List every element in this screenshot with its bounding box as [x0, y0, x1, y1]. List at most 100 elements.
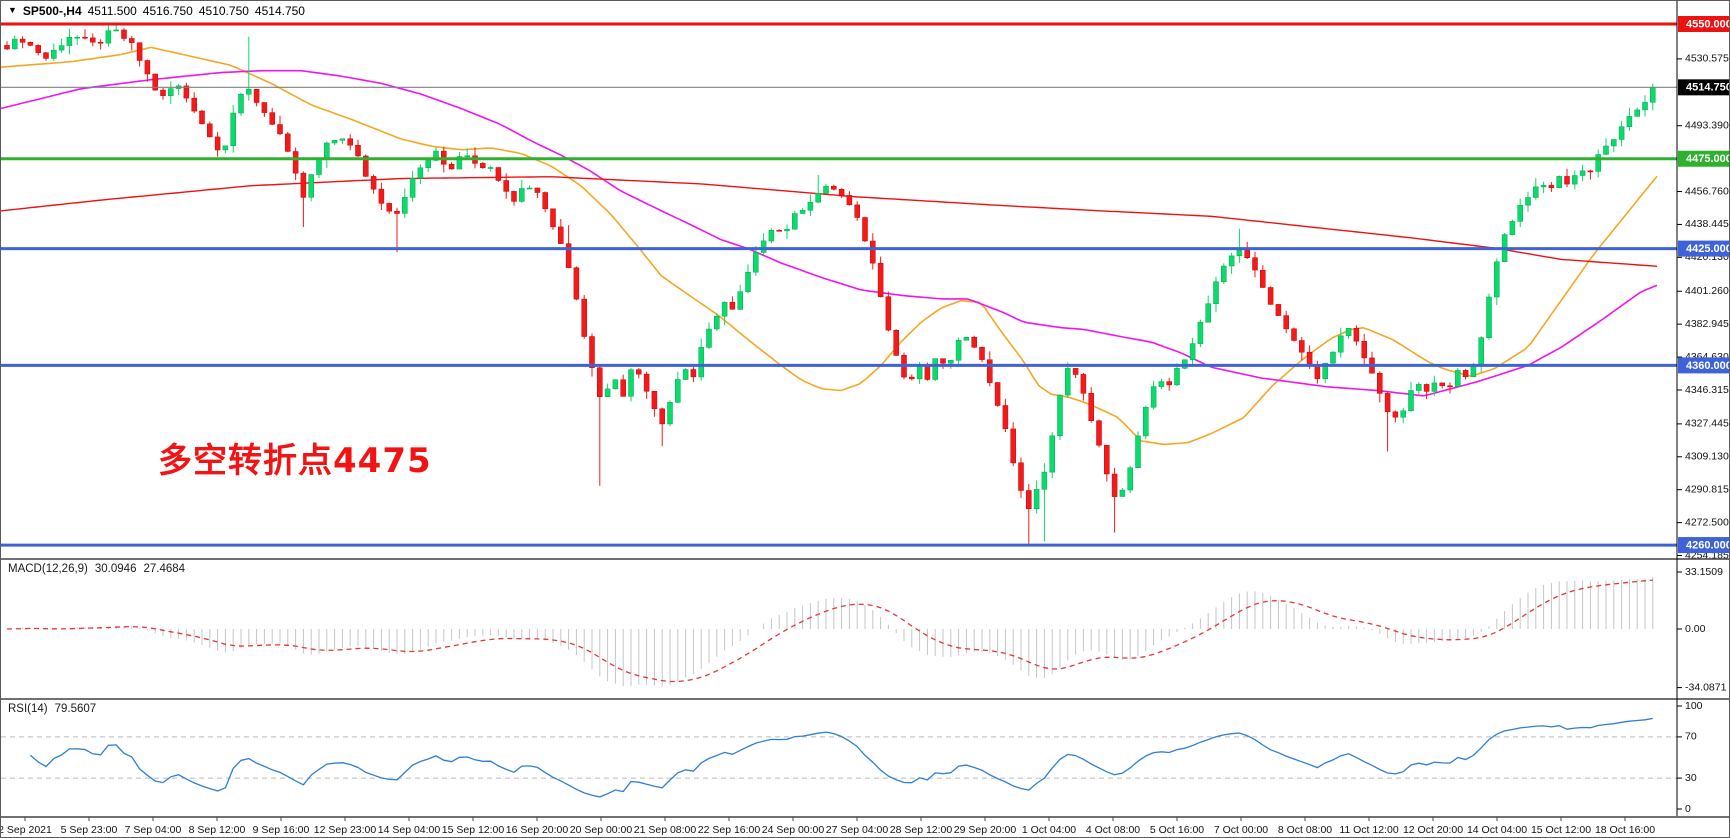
date-axis-label: 14 Sep 04:00 — [378, 824, 441, 836]
candle-bullish — [238, 93, 244, 114]
candle-bearish — [1564, 176, 1570, 185]
candle-bearish — [129, 38, 135, 43]
candle-bullish — [1065, 368, 1071, 396]
candle-bearish — [136, 42, 143, 61]
candle-bearish — [987, 359, 993, 383]
date-axis-label: 11 Oct 12:00 — [1339, 824, 1399, 836]
candle-bearish — [1291, 328, 1297, 341]
date-axis-label: 15 Sep 12:00 — [442, 824, 505, 836]
candle-bearish — [199, 110, 205, 125]
candle-bearish — [43, 52, 49, 59]
price-annotation-text: 多空转折点4475 — [158, 441, 432, 481]
candle-bullish — [612, 379, 619, 390]
ohlc-low: 4510.750 — [198, 4, 249, 18]
candle-bearish — [261, 102, 268, 113]
ma-slow-red — [1, 176, 1658, 267]
support-4260-badge — [1678, 537, 1729, 554]
candle-bearish — [82, 36, 88, 39]
candle-bullish — [1158, 381, 1165, 387]
candle-bullish — [604, 388, 611, 397]
candle-bullish — [168, 88, 174, 97]
support-4260-badge-label: 4260.000 — [1686, 539, 1730, 551]
candle-bullish — [932, 358, 938, 380]
candle-bearish — [1088, 393, 1094, 421]
candle-bearish — [386, 203, 392, 212]
symbol-collapse-icon[interactable]: ▼ — [8, 5, 17, 15]
date-axis-label: 4 Oct 08:00 — [1086, 824, 1140, 836]
date-axis-label: 5 Sep 23:00 — [61, 824, 118, 836]
rsi-scale-label: 100 — [1685, 700, 1703, 712]
resistance-4550-badge-label: 4550.000 — [1686, 18, 1730, 30]
candle-bearish — [558, 226, 564, 244]
candle-bearish — [597, 367, 603, 397]
date-axis-label: 9 Sep 16:00 — [253, 824, 310, 836]
macd-scale-label: 33.1509 — [1685, 566, 1723, 578]
date-axis-label: 8 Oct 08:00 — [1278, 824, 1332, 836]
price-scale-label: 4309.130 — [1685, 451, 1729, 463]
candle-bearish — [1104, 444, 1110, 475]
candle-bullish — [1330, 351, 1336, 364]
ma-mid-magenta — [1, 69, 1658, 397]
date-axis-label: 27 Sep 04:00 — [826, 824, 889, 836]
candle-bearish — [690, 369, 697, 378]
price-scale-label: 4272.500 — [1685, 516, 1729, 528]
candle-bearish — [300, 172, 307, 198]
candle-bullish — [1618, 126, 1625, 140]
rsi-scale-label: 30 — [1685, 772, 1697, 784]
current-price-badge-label: 4514.750 — [1686, 82, 1730, 94]
price-scale-label: 4456.760 — [1685, 185, 1729, 197]
candle-bullish — [409, 178, 416, 198]
macd-label: MACD(12,26,9) — [8, 563, 88, 575]
candle-bearish — [4, 45, 10, 50]
candle-bullish — [792, 213, 798, 230]
candle-bearish — [1299, 340, 1305, 353]
candle-bearish — [1447, 385, 1453, 388]
candle-bullish — [1650, 87, 1656, 103]
candle-bearish — [1283, 315, 1289, 330]
candle-bullish — [1416, 384, 1422, 391]
candle-bullish — [339, 138, 346, 141]
candle-bullish — [1611, 139, 1617, 147]
candle-bearish — [121, 29, 127, 39]
candle-bearish — [35, 45, 41, 53]
candle-bullish — [1579, 170, 1586, 176]
price-scale-label: 4327.445 — [1685, 418, 1729, 430]
candle-bullish — [1455, 370, 1461, 387]
candle-bearish — [1353, 327, 1360, 342]
ohlc-open: 4511.500 — [87, 4, 137, 18]
candle-bearish — [1018, 462, 1024, 491]
candle-bearish — [27, 42, 34, 46]
candle-bearish — [207, 123, 213, 138]
candle-bearish — [152, 73, 158, 91]
candle-bearish — [581, 298, 587, 337]
candle-bullish — [1572, 175, 1578, 185]
candle-bullish — [1540, 185, 1547, 188]
candle-bearish — [831, 186, 837, 190]
candle-bearish — [1252, 257, 1258, 271]
candle-bullish — [1236, 249, 1243, 257]
candle-bullish — [222, 145, 229, 151]
candle-bullish — [1431, 382, 1438, 392]
price-scale-label: 4401.260 — [1685, 285, 1729, 297]
candle-bullish — [1135, 435, 1141, 469]
candle-bearish — [862, 217, 868, 242]
candle-bearish — [940, 358, 946, 364]
ohlc-high: 4516.750 — [142, 4, 193, 18]
candle-bullish — [1556, 176, 1562, 188]
candle-bearish — [97, 41, 104, 44]
candle-bearish — [1384, 393, 1391, 413]
candle-bearish — [269, 112, 275, 125]
candle-bullish — [113, 29, 119, 32]
date-axis-label: 20 Sep 00:00 — [570, 824, 633, 836]
candle-bearish — [292, 151, 299, 174]
candle-bullish — [324, 142, 330, 160]
chart-header: ▼ SP500-,H4 4511.500 4516.750 4510.750 4… — [8, 4, 305, 18]
date-axis-label: 28 Sep 12:00 — [890, 824, 953, 836]
candle-bearish — [1462, 370, 1469, 377]
candle-bullish — [1408, 390, 1414, 411]
date-axis-label: 12 Oct 20:00 — [1403, 824, 1463, 836]
date-axis-label: 22 Sep 16:00 — [698, 824, 761, 836]
rsi-scale-label: 0 — [1685, 803, 1691, 815]
